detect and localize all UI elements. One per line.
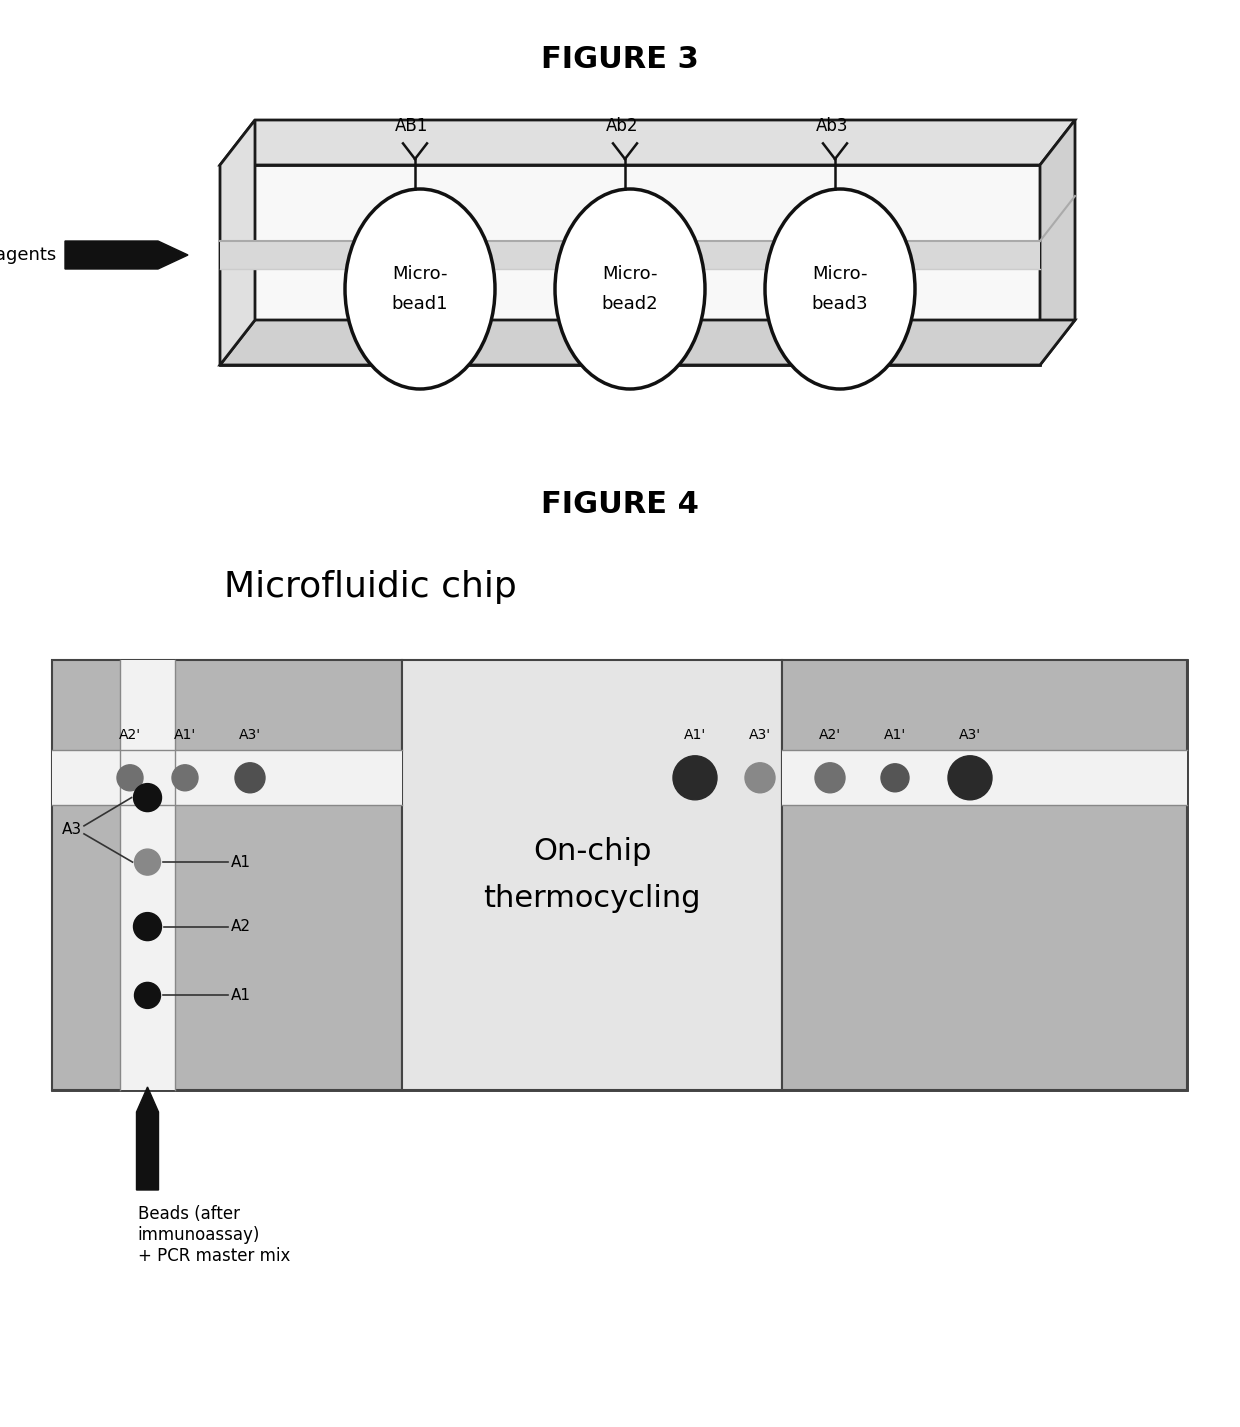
Text: Reagents: Reagents	[0, 245, 57, 264]
Polygon shape	[120, 661, 175, 1090]
Circle shape	[134, 913, 161, 940]
Polygon shape	[52, 661, 402, 1090]
Text: Micro-
bead2: Micro- bead2	[601, 265, 658, 313]
Ellipse shape	[556, 188, 706, 390]
Text: A1: A1	[231, 855, 250, 869]
Text: Micro-
bead1: Micro- bead1	[392, 265, 448, 313]
Polygon shape	[402, 661, 782, 1090]
Circle shape	[745, 763, 775, 793]
Circle shape	[236, 763, 265, 793]
Polygon shape	[782, 661, 1187, 1090]
Text: A2': A2'	[818, 728, 841, 742]
Ellipse shape	[765, 188, 915, 390]
Ellipse shape	[345, 188, 495, 390]
Text: FIGURE 3: FIGURE 3	[541, 46, 699, 74]
Text: A3': A3'	[749, 728, 771, 742]
Polygon shape	[219, 120, 255, 365]
Text: A3': A3'	[239, 728, 262, 742]
Polygon shape	[219, 241, 1040, 270]
Polygon shape	[1040, 120, 1075, 365]
Circle shape	[172, 765, 198, 791]
Text: AB1: AB1	[396, 117, 429, 136]
Circle shape	[134, 783, 161, 812]
Text: A3': A3'	[959, 728, 981, 742]
Text: A1: A1	[231, 987, 250, 1003]
Circle shape	[673, 756, 717, 799]
Text: A2': A2'	[119, 728, 141, 742]
Text: Beads (after
immunoassay)
+ PCR master mix: Beads (after immunoassay) + PCR master m…	[138, 1204, 290, 1264]
Circle shape	[134, 982, 160, 1009]
Text: Micro-
bead3: Micro- bead3	[812, 265, 868, 313]
Polygon shape	[52, 661, 1187, 1090]
Text: A1': A1'	[684, 728, 706, 742]
Text: Microfluidic chip: Microfluidic chip	[223, 569, 516, 604]
Text: On-chip
thermocycling: On-chip thermocycling	[484, 836, 701, 913]
Text: FIGURE 4: FIGURE 4	[541, 489, 699, 519]
Circle shape	[949, 756, 992, 799]
Polygon shape	[782, 751, 1187, 805]
Polygon shape	[219, 320, 1075, 365]
Text: A1': A1'	[884, 728, 906, 742]
Circle shape	[880, 763, 909, 792]
Text: A3: A3	[62, 822, 82, 838]
Text: A2: A2	[231, 919, 250, 935]
Text: Ab2: Ab2	[606, 117, 639, 136]
Text: A1': A1'	[174, 728, 196, 742]
Polygon shape	[219, 120, 1075, 166]
Circle shape	[134, 849, 160, 875]
Text: Ab3: Ab3	[816, 117, 848, 136]
Circle shape	[117, 765, 143, 791]
Polygon shape	[52, 751, 402, 805]
Circle shape	[815, 763, 844, 793]
Polygon shape	[219, 166, 1040, 365]
FancyArrow shape	[64, 241, 188, 270]
FancyArrow shape	[136, 1087, 159, 1190]
